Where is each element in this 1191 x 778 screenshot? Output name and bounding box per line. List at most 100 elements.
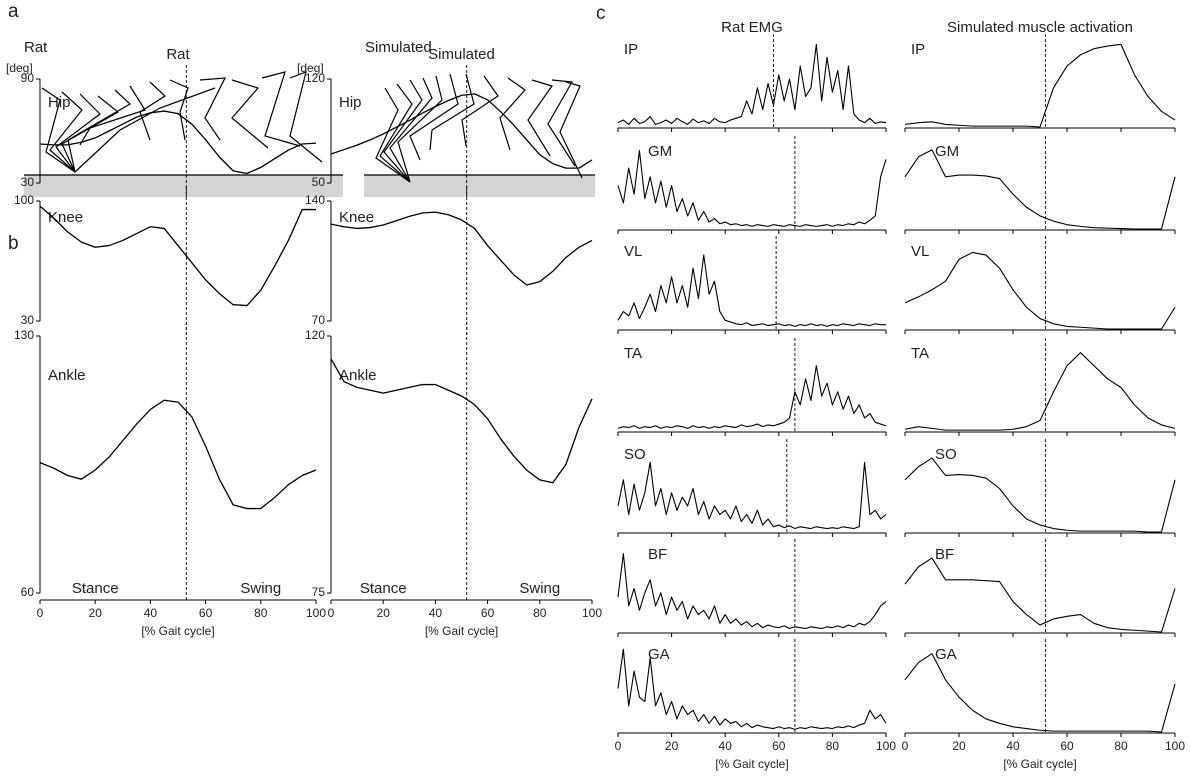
muscle-label: VL bbox=[624, 243, 642, 260]
stick bbox=[383, 79, 423, 183]
stick bbox=[559, 81, 583, 179]
chart-title: Simulated muscle activation bbox=[947, 19, 1133, 36]
line-series bbox=[617, 43, 887, 125]
x-axis-label: [% Gait cycle] bbox=[1003, 757, 1076, 771]
line-series bbox=[904, 352, 1176, 431]
stick bbox=[139, 81, 166, 141]
muscle-label: VL bbox=[911, 243, 929, 260]
line-series bbox=[904, 43, 1176, 128]
line-series bbox=[330, 211, 593, 286]
muscle-label: TA bbox=[911, 345, 929, 362]
line-series bbox=[904, 653, 1176, 733]
stick-title: Rat bbox=[24, 39, 48, 56]
stick bbox=[55, 93, 101, 173]
x-tick-label: 80 bbox=[533, 606, 547, 620]
x-tick-label: 80 bbox=[254, 606, 268, 620]
chart-title: Simulated bbox=[428, 46, 495, 63]
muscle-label: IP bbox=[911, 41, 925, 58]
stick bbox=[461, 75, 499, 147]
phase-annotation: Swing bbox=[519, 580, 560, 597]
muscle-label: BF bbox=[648, 546, 667, 563]
x-tick-label: 40 bbox=[429, 606, 443, 620]
line-series bbox=[617, 365, 887, 429]
x-tick-label: 0 bbox=[902, 739, 909, 753]
muscle-label: SO bbox=[624, 446, 646, 463]
y-tick-label: 120 bbox=[305, 71, 325, 85]
x-axis-label: [% Gait cycle] bbox=[425, 624, 498, 638]
line-series bbox=[904, 557, 1176, 633]
line-series bbox=[617, 254, 886, 327]
x-axis-label: [% Gait cycle] bbox=[715, 757, 788, 771]
stick-figures-rat bbox=[41, 71, 323, 173]
stick bbox=[199, 77, 227, 141]
muscle-label: IP bbox=[624, 41, 638, 58]
joint-label: Hip bbox=[48, 94, 71, 111]
y-tick-label: 30 bbox=[21, 175, 35, 189]
x-tick-label: 20 bbox=[377, 606, 391, 620]
x-tick-label: 20 bbox=[665, 739, 679, 753]
stick bbox=[429, 73, 475, 151]
joint-label: Ankle bbox=[339, 367, 377, 384]
stick-figures-sim bbox=[375, 73, 583, 183]
x-tick-label: 80 bbox=[1114, 739, 1128, 753]
stick bbox=[49, 91, 83, 173]
x-tick-label: 20 bbox=[89, 606, 103, 620]
y-tick-label: 120 bbox=[305, 328, 325, 342]
stick bbox=[375, 87, 411, 183]
x-tick-label: 100 bbox=[582, 606, 602, 620]
x-tick-label: 40 bbox=[1006, 739, 1020, 753]
x-tick-label: 60 bbox=[1060, 739, 1074, 753]
panel-label: b bbox=[8, 233, 19, 254]
y-tick-label: 50 bbox=[312, 175, 326, 189]
phase-annotation: Stance bbox=[360, 580, 407, 597]
line-series bbox=[617, 648, 887, 730]
ground-rat bbox=[24, 175, 343, 197]
panel-label: c bbox=[596, 3, 606, 24]
line-series bbox=[39, 205, 316, 307]
x-axis-label: [% Gait cycle] bbox=[141, 624, 214, 638]
stick bbox=[289, 71, 323, 163]
y-tick-label: 140 bbox=[305, 193, 325, 207]
x-tick-label: 40 bbox=[719, 739, 733, 753]
x-tick-label: 60 bbox=[481, 606, 495, 620]
stick bbox=[261, 71, 301, 147]
stick bbox=[379, 83, 413, 183]
y-tick-label: 130 bbox=[14, 328, 34, 342]
muscle-label: SO bbox=[935, 446, 957, 463]
chart-title: Rat bbox=[166, 46, 190, 63]
muscle-label: GA bbox=[648, 646, 670, 663]
joint-label: Ankle bbox=[48, 367, 86, 384]
stick bbox=[79, 85, 146, 146]
line-series bbox=[904, 457, 1176, 533]
muscle-label: GM bbox=[648, 143, 672, 160]
stick bbox=[397, 75, 443, 183]
ground-sim bbox=[364, 175, 595, 197]
x-tick-label: 60 bbox=[199, 606, 213, 620]
joint-label: Knee bbox=[339, 209, 374, 226]
y-tick-label: 100 bbox=[14, 193, 34, 207]
chart-title: Rat EMG bbox=[721, 19, 783, 36]
stick bbox=[41, 87, 76, 173]
stick bbox=[547, 79, 576, 167]
x-tick-label: 0 bbox=[328, 606, 335, 620]
x-tick-label: 0 bbox=[615, 739, 622, 753]
stick bbox=[74, 87, 216, 173]
line-series bbox=[39, 399, 317, 510]
y-tick-label: 70 bbox=[312, 313, 326, 327]
muscle-label: BF bbox=[935, 546, 954, 563]
line-series bbox=[330, 93, 593, 169]
joint-label: Hip bbox=[339, 94, 362, 111]
stick bbox=[409, 73, 459, 161]
x-tick-label: 60 bbox=[772, 739, 786, 753]
x-tick-label: 100 bbox=[1165, 739, 1185, 753]
panel-label: a bbox=[8, 1, 19, 22]
x-tick-label: 80 bbox=[826, 739, 840, 753]
x-tick-label: 0 bbox=[37, 606, 44, 620]
line-series bbox=[39, 110, 317, 175]
stick bbox=[231, 79, 269, 149]
y-tick-label: 90 bbox=[21, 71, 35, 85]
x-tick-label: 100 bbox=[306, 606, 326, 620]
muscle-label: TA bbox=[624, 345, 642, 362]
muscle-label: GM bbox=[935, 143, 959, 160]
